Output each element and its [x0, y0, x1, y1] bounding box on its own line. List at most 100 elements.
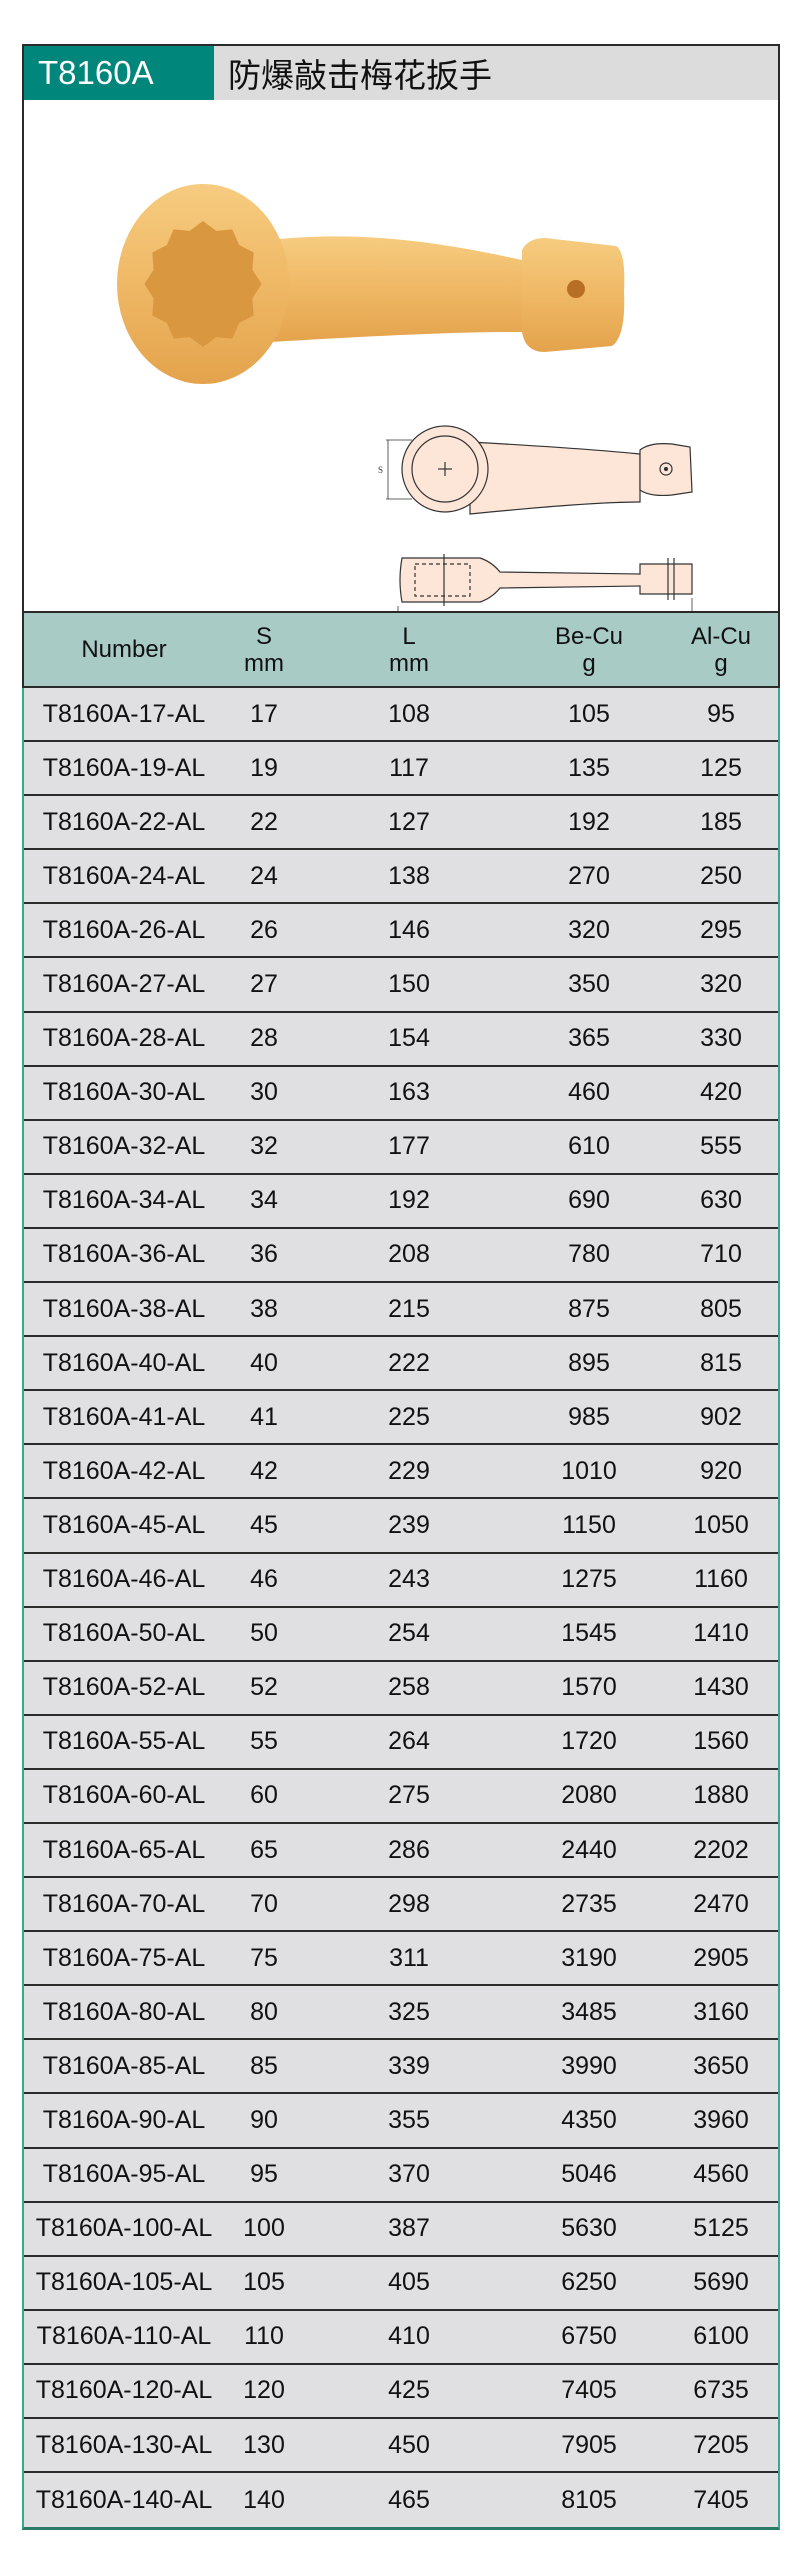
- table-cell: 1050: [693, 1510, 749, 1539]
- table-cell: 5125: [693, 2214, 749, 2243]
- table-cell: 146: [388, 915, 430, 944]
- table-cell: 320: [700, 970, 742, 999]
- table-cell: 1160: [694, 1565, 748, 1594]
- table-cell: 185: [700, 807, 742, 836]
- table-cell: 105: [243, 2268, 285, 2297]
- table-cell: 110: [244, 2322, 284, 2351]
- table-cell: T8160A-120-AL: [35, 2376, 213, 2405]
- table-cell: 239: [388, 1510, 430, 1539]
- table-cell: 258: [388, 1673, 430, 1702]
- table-cell: 8105: [561, 2485, 617, 2514]
- table-cell: 36: [250, 1240, 278, 1269]
- table-cell: T8160A-28-AL: [42, 1024, 206, 1053]
- table-cell: T8160A-24-AL: [42, 861, 206, 890]
- column-header-line1: Be-Cu: [554, 622, 624, 650]
- table-cell: T8160A-55-AL: [42, 1727, 206, 1756]
- spec-table-body: T8160A-17-AL 17 108 105 95 T8160A-19-AL 19 117 1…: [22, 688, 780, 2531]
- table-cell: 177: [388, 1132, 430, 1161]
- table-cell: 7405: [693, 2485, 749, 2514]
- table-cell: 95: [250, 2160, 278, 2189]
- table-row: T8160A-140-AL 140 465 8105 7405: [24, 2473, 778, 2528]
- table-cell: 120: [243, 2376, 285, 2405]
- table-row: T8160A-75-AL 75 311 3190 2905: [24, 1932, 778, 1987]
- table-cell: 154: [388, 1024, 430, 1053]
- table-cell: T8160A-105-AL: [35, 2268, 213, 2297]
- table-cell: T8160A-30-AL: [42, 1078, 206, 1107]
- table-cell: 355: [388, 2105, 430, 2134]
- table-row: T8160A-46-AL 46 243 1275 1160: [24, 1553, 778, 1608]
- wrench-photo: [117, 184, 625, 384]
- table-row: T8160A-110-AL 110 410 6750 6100: [24, 2310, 778, 2365]
- table-cell: 1545: [561, 1619, 617, 1648]
- table-row: T8160A-45-AL 45 239 1150 1050: [24, 1499, 778, 1554]
- table-cell: 330: [700, 1024, 742, 1053]
- table-cell: 4560: [693, 2160, 749, 2189]
- product-image-area: S L: [24, 100, 778, 611]
- table-cell: 192: [568, 807, 610, 836]
- table-row: T8160A-24-AL 24 138 270 250: [24, 850, 778, 905]
- table-cell: 2905: [693, 1943, 749, 1972]
- table-cell: 46: [250, 1565, 278, 1594]
- table-cell: 630: [700, 1186, 742, 1215]
- table-cell: T8160A-140-AL: [35, 2485, 213, 2514]
- table-cell: T8160A-50-AL: [42, 1619, 206, 1648]
- table-row: T8160A-36-AL 36 208 780 710: [24, 1228, 778, 1284]
- table-cell: T8160A-70-AL: [42, 1889, 206, 1918]
- table-cell: T8160A-26-AL: [42, 915, 206, 944]
- product-card: T8160A 防爆敲击梅花扳手: [22, 44, 780, 2531]
- table-cell: 815: [700, 1348, 742, 1377]
- table-cell: 125: [700, 753, 742, 782]
- table-cell: 2735: [561, 1889, 617, 1918]
- table-cell: 192: [388, 1186, 430, 1215]
- table-cell: 985: [568, 1402, 610, 1431]
- table-cell: 138: [388, 861, 430, 890]
- table-cell: 339: [388, 2051, 430, 2080]
- table-cell: 90: [250, 2105, 278, 2134]
- wrench-side-view-diagram: [397, 554, 693, 611]
- table-cell: T8160A-75-AL: [42, 1943, 206, 1972]
- table-cell: 140: [243, 2485, 285, 2514]
- table-cell: 1560: [693, 1727, 749, 1756]
- table-row: T8160A-50-AL 50 254 1545 1410: [24, 1607, 778, 1662]
- product-illustration: S L: [117, 184, 693, 611]
- table-row: T8160A-19-AL 19 117 135 125: [24, 742, 778, 797]
- table-cell: 298: [388, 1889, 430, 1918]
- table-cell: T8160A-41-AL: [42, 1402, 206, 1431]
- table-cell: 27: [250, 970, 278, 999]
- table-cell: 690: [568, 1186, 610, 1215]
- table-cell: 710: [700, 1240, 742, 1269]
- table-row: T8160A-70-AL 70 298 2735 2470: [24, 1878, 778, 1933]
- product-title: 防爆敲击梅花扳手: [214, 46, 778, 100]
- table-cell: T8160A-40-AL: [42, 1348, 206, 1377]
- table-cell: T8160A-52-AL: [42, 1673, 206, 1702]
- table-cell: 38: [250, 1294, 278, 1323]
- table-cell: 1150: [562, 1510, 616, 1539]
- table-row: T8160A-105-AL 105 405 6250 5690: [24, 2256, 778, 2311]
- table-cell: 75: [250, 1943, 278, 1972]
- table-cell: T8160A-36-AL: [42, 1240, 206, 1269]
- table-row: T8160A-95-AL 95 370 5046 4560: [24, 2148, 778, 2203]
- table-cell: T8160A-22-AL: [42, 807, 206, 836]
- table-cell: 370: [388, 2160, 430, 2189]
- table-cell: T8160A-45-AL: [42, 1510, 206, 1539]
- table-cell: 130: [243, 2430, 285, 2459]
- table-cell: 243: [388, 1565, 430, 1594]
- table-row: T8160A-90-AL 90 355 4350 3960: [24, 2094, 778, 2149]
- table-cell: 275: [388, 1781, 430, 1810]
- table-cell: 465: [388, 2485, 430, 2514]
- table-cell: 555: [700, 1132, 742, 1161]
- table-cell: 5690: [693, 2268, 749, 2297]
- table-cell: 2080: [561, 1781, 617, 1810]
- column-header-line1: S: [255, 622, 272, 650]
- column-header-line2: mm: [244, 649, 284, 677]
- column-header-line2: mm: [389, 649, 429, 677]
- table-cell: T8160A-38-AL: [42, 1294, 206, 1323]
- table-cell: 6750: [561, 2322, 617, 2351]
- table-row: T8160A-27-AL 27 150 350 320: [24, 958, 778, 1013]
- table-cell: 1010: [561, 1456, 617, 1485]
- table-cell: 19: [250, 753, 278, 782]
- table-cell: 405: [388, 2268, 430, 2297]
- table-cell: 780: [568, 1240, 610, 1269]
